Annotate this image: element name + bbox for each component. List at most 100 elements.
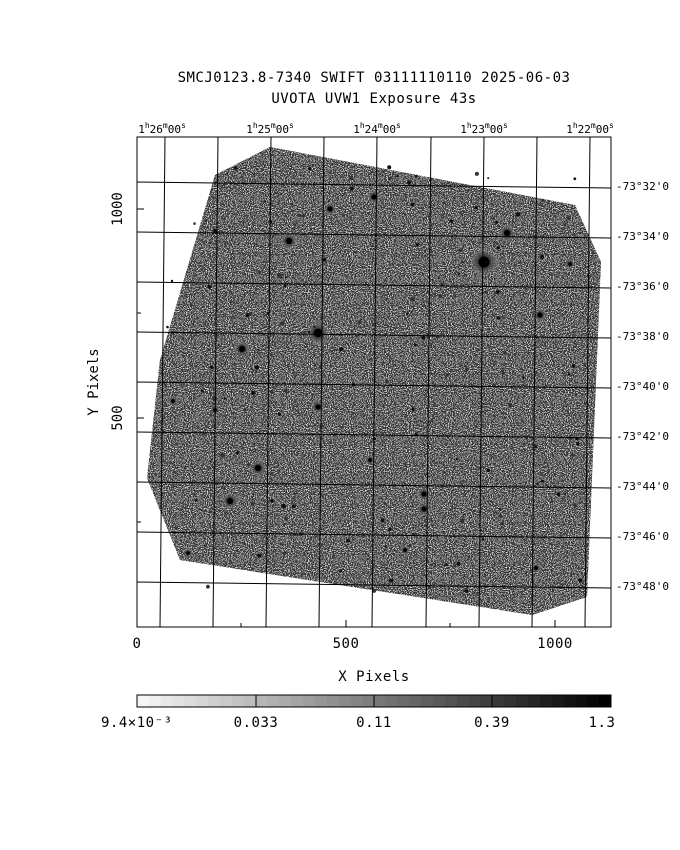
faint-source bbox=[200, 389, 204, 393]
faint-source bbox=[284, 516, 288, 521]
faint-source bbox=[223, 397, 227, 400]
faint-source bbox=[437, 277, 440, 280]
faint-source bbox=[243, 408, 247, 412]
faint-source bbox=[413, 343, 417, 346]
colorbar-tick-1: 9.4×10⁻³ bbox=[101, 715, 173, 731]
star-source bbox=[286, 238, 292, 244]
faint-source bbox=[313, 325, 316, 328]
faint-source bbox=[266, 311, 270, 315]
ra-grid-line bbox=[478, 137, 485, 627]
faint-source bbox=[280, 321, 285, 326]
faint-source bbox=[522, 376, 525, 380]
faint-source bbox=[297, 213, 301, 217]
star-source bbox=[421, 491, 427, 497]
faint-source bbox=[372, 588, 377, 593]
faint-source bbox=[369, 357, 372, 361]
faint-source bbox=[220, 453, 225, 458]
faint-source bbox=[495, 290, 500, 294]
ra-grid-line bbox=[318, 137, 325, 627]
faint-source bbox=[503, 351, 507, 355]
faint-source bbox=[226, 513, 229, 515]
faint-source bbox=[280, 276, 283, 279]
faint-source bbox=[246, 462, 251, 467]
star-source bbox=[403, 548, 407, 552]
faint-source bbox=[250, 501, 255, 506]
colorbar-segment bbox=[255, 695, 268, 707]
colorbar-segment bbox=[468, 695, 482, 707]
colorbar-segment bbox=[338, 695, 351, 707]
x-axis-label: X Pixels bbox=[338, 669, 410, 685]
faint-source bbox=[485, 261, 488, 263]
dec-tick-3: -73°36'0 bbox=[616, 280, 669, 293]
faint-source bbox=[486, 468, 491, 473]
faint-source bbox=[484, 291, 487, 294]
star-source bbox=[313, 328, 323, 338]
faint-source bbox=[166, 325, 169, 329]
colorbar-segment bbox=[314, 695, 328, 707]
dec-tick-6: -73°42'0 bbox=[616, 430, 669, 443]
dec-grid-line bbox=[137, 481, 611, 489]
faint-source bbox=[415, 174, 418, 178]
faint-source bbox=[449, 219, 454, 223]
faint-source bbox=[421, 464, 424, 467]
star-source bbox=[371, 194, 377, 200]
faint-source bbox=[301, 214, 305, 218]
colorbar-segment bbox=[172, 695, 185, 707]
ra-grid-line bbox=[371, 137, 378, 627]
faint-source bbox=[357, 320, 362, 324]
colorbar-segment bbox=[374, 695, 387, 707]
faint-source bbox=[203, 544, 207, 548]
colorbar-segment bbox=[599, 695, 612, 707]
colorbar-segment bbox=[196, 695, 209, 707]
faint-source bbox=[444, 548, 448, 552]
faint-source bbox=[449, 453, 452, 456]
colorbar-segment bbox=[504, 695, 517, 707]
faint-source bbox=[415, 243, 419, 247]
faint-source bbox=[573, 177, 577, 181]
colorbar-segment bbox=[385, 695, 399, 707]
faint-source bbox=[283, 388, 288, 393]
ra-grid-line bbox=[212, 137, 219, 627]
y-tick-1000: 1000 bbox=[110, 192, 126, 226]
faint-source bbox=[474, 171, 479, 176]
ra-tick-3: 1h24m00s bbox=[353, 121, 401, 136]
image-subtitle: UVOTA UVW1 Exposure 43s bbox=[271, 91, 477, 107]
faint-source bbox=[568, 436, 572, 440]
ra-tick-5: 1h22m00s bbox=[566, 121, 614, 136]
star-source bbox=[227, 498, 233, 504]
x-tick-0: 0 bbox=[132, 636, 142, 652]
faint-source bbox=[404, 462, 407, 464]
colorbar-segment bbox=[219, 695, 233, 707]
faint-source bbox=[464, 368, 469, 372]
faint-source bbox=[544, 426, 547, 428]
colorbar-segment bbox=[409, 695, 422, 707]
faint-source bbox=[445, 563, 448, 566]
faint-source bbox=[233, 166, 238, 170]
colorbar-tick-2: 0.033 bbox=[233, 715, 279, 731]
dec-tick-7: -73°44'0 bbox=[616, 480, 669, 493]
faint-source bbox=[336, 349, 338, 351]
faint-source bbox=[447, 354, 451, 357]
faint-source bbox=[388, 177, 392, 181]
plot-frame bbox=[136, 136, 612, 628]
dec-tick-8: -73°46'0 bbox=[616, 530, 669, 543]
colorbar-segment bbox=[362, 695, 375, 707]
faint-source bbox=[410, 202, 415, 207]
faint-source bbox=[279, 193, 282, 196]
faint-source bbox=[282, 551, 286, 555]
faint-source bbox=[235, 550, 239, 553]
faint-source bbox=[550, 500, 554, 504]
faint-source bbox=[460, 518, 465, 523]
colorbar-segment bbox=[539, 695, 553, 707]
dec-tick-4: -73°38'0 bbox=[616, 330, 669, 343]
faint-source bbox=[307, 330, 311, 334]
faint-source bbox=[456, 562, 461, 566]
star-source bbox=[255, 465, 261, 471]
faint-source bbox=[289, 203, 293, 206]
colorbar-segment bbox=[563, 695, 576, 707]
faint-source bbox=[389, 578, 394, 583]
faint-source bbox=[374, 471, 376, 474]
faint-source bbox=[294, 534, 297, 537]
colorbar-segment bbox=[137, 695, 150, 707]
